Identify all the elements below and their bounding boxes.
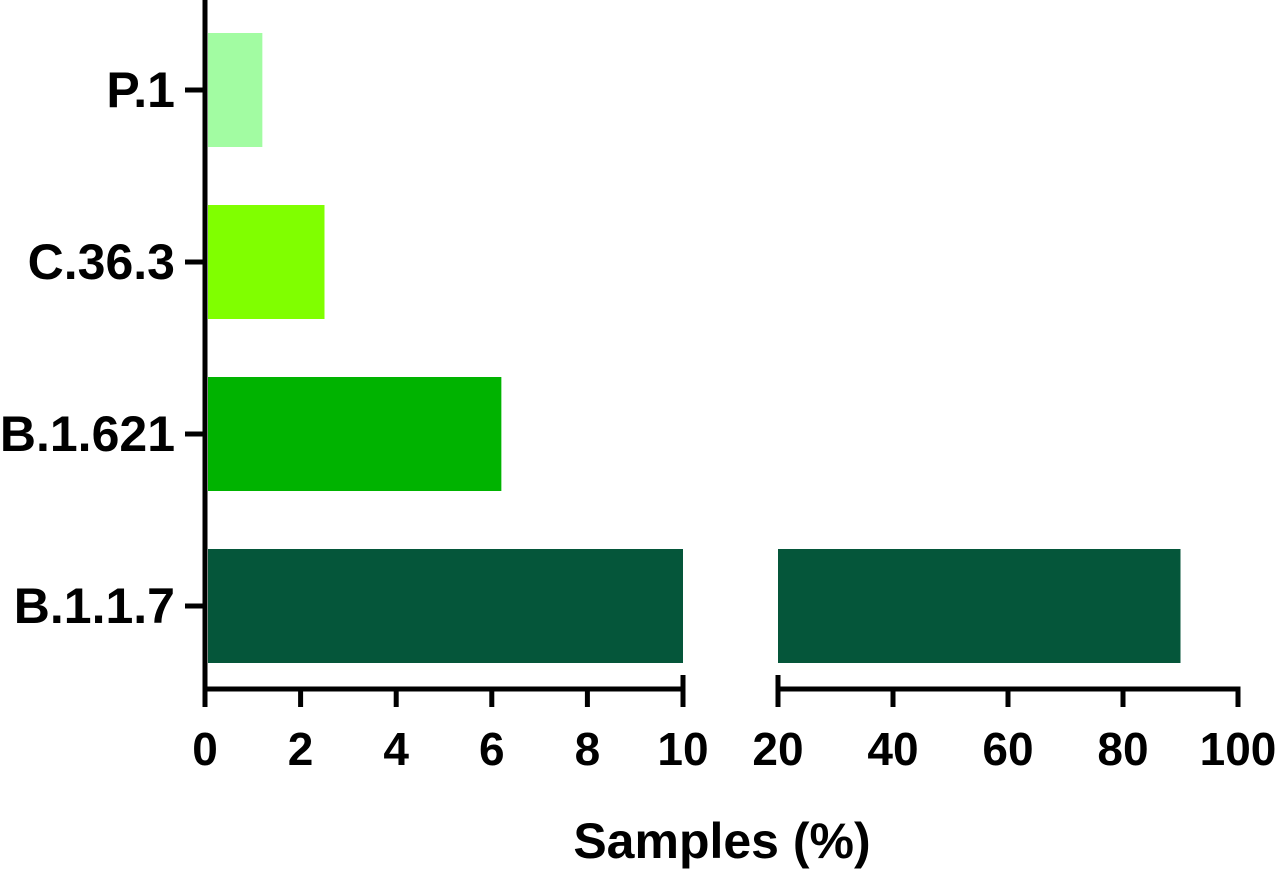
x-tick-label: 20: [752, 723, 803, 775]
x-tick-label: 40: [867, 723, 918, 775]
x-tick-label: 100: [1200, 723, 1277, 775]
bar-p-1: [208, 33, 263, 147]
bar-b-1-1-7-part2: [778, 549, 1181, 663]
bar-c-36-3: [208, 205, 325, 319]
x-tick-label: 10: [657, 723, 708, 775]
bar-b-1-621: [208, 377, 502, 491]
y-tick-label: B.1.1.7: [14, 578, 175, 634]
axes: P.1 C.36.3 B.1.621 B.1.1.7 0 2 4 6 8 10 20 40 60 80 10…: [0, 0, 1276, 775]
y-tick-label: P.1: [106, 62, 175, 118]
x-tick-label: 8: [575, 723, 601, 775]
y-tick-label: B.1.621: [0, 406, 175, 462]
x-tick-label: 2: [288, 723, 314, 775]
x-tick-label: 6: [479, 723, 505, 775]
x-tick-label: 4: [383, 723, 409, 775]
x-tick-label: 60: [982, 723, 1033, 775]
bar-b-1-1-7-part1: [208, 549, 683, 663]
bars: [208, 33, 1181, 663]
x-axis-title: Samples (%): [573, 813, 870, 869]
y-tick-label: C.36.3: [28, 234, 175, 290]
x-tick-label: 80: [1097, 723, 1148, 775]
x-tick-label: 0: [192, 723, 218, 775]
